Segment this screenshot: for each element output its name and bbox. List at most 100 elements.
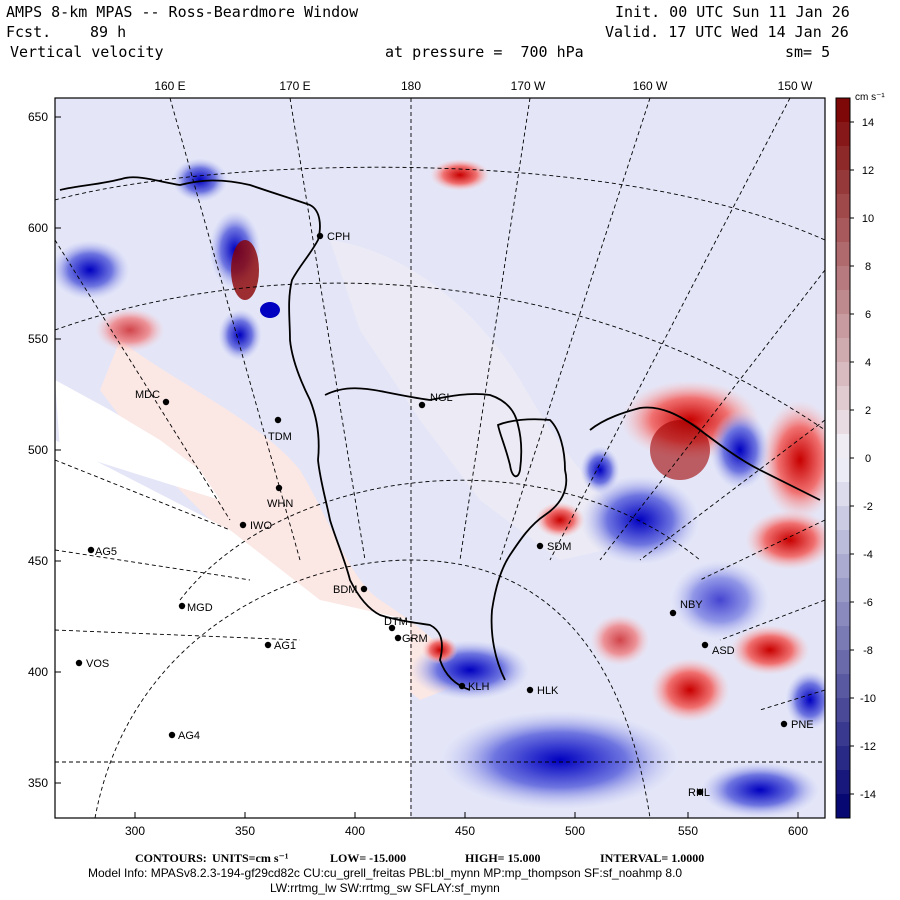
ice-shelf-front (324, 387, 568, 681)
colorbar-segment (836, 578, 850, 603)
station-label: MGD (187, 602, 213, 614)
colorbar-segment (836, 194, 850, 219)
x-axis: 300 350 400 450 500 550 600 (125, 812, 808, 838)
station-label: TDM (268, 431, 292, 443)
x-tick-label: 300 (125, 824, 145, 838)
color-bar: 14 12 10 8 6 4 2 0 -2 -4 -6 -8 -10 -12 -14 (835, 97, 876, 819)
station-labels: CPH NGL MDC TDM WHN IWO AG5 BDM MGD DTM … (86, 231, 814, 799)
lon-tick-label: 160 W (633, 79, 668, 93)
colorbar-label: -6 (863, 597, 873, 609)
colorbar-label: -4 (863, 549, 873, 561)
x-tick-label: 500 (565, 824, 585, 838)
station-label: AG1 (274, 640, 296, 652)
colorbar-segment (836, 722, 850, 747)
map-title: AMPS 8-km MPAS -- Ross-Beardmore Window (6, 3, 359, 21)
ross-ice-shelf-tint (100, 340, 470, 700)
colorbar-label: 8 (865, 261, 871, 273)
contours-interval: INTERVAL= 1.0000 (600, 851, 705, 865)
colorbar-segment (836, 338, 850, 363)
station-label: NBY (680, 599, 703, 611)
colorbar-label: 0 (865, 453, 871, 465)
station-label: IWO (250, 520, 272, 532)
no-data-strip (55, 380, 220, 500)
colorbar-segment (836, 698, 850, 723)
x-tick-label: 350 (235, 824, 255, 838)
contours-label: CONTOURS: (135, 851, 207, 865)
colorbar-segment (836, 554, 850, 579)
colorbar-label: 2 (865, 405, 871, 417)
station-label: DTM (384, 616, 408, 628)
colorbar-label: 12 (862, 165, 874, 177)
valid-time: Valid. 17 UTC Wed 14 Jan 26 (605, 23, 849, 41)
colorbar-segment (836, 314, 850, 339)
station-markers (75, 232, 788, 796)
contours-units: UNITS=cm s⁻¹ (212, 851, 289, 865)
colorbar-label: 14 (862, 117, 874, 129)
central-field-tint (330, 240, 650, 560)
station-label: AG4 (178, 730, 200, 742)
colorbar-segment (836, 626, 850, 651)
x-tick-label: 450 (455, 824, 475, 838)
colorbar-segment (836, 386, 850, 411)
colorbar-segment (836, 362, 850, 387)
colorbar-segment (836, 674, 850, 699)
map-plot-area: CPH NGL MDC TDM WHN IWO AG5 BDM MGD DTM … (55, 98, 825, 818)
coastline-west (59, 176, 471, 691)
station-label: NGL (430, 392, 453, 404)
top-axis: 160 E 170 E 180 170 W 160 W 150 W (154, 79, 813, 93)
contours-low: LOW= -15.000 (330, 851, 407, 865)
station-label: SDM (547, 541, 571, 553)
colorbar-segment (836, 98, 850, 123)
pressure-level: at pressure = 700 hPa (385, 43, 584, 61)
colorbar-segment (836, 530, 850, 555)
smoothing-value: sm= 5 (785, 43, 831, 61)
colorbar-segment (836, 146, 850, 171)
y-tick-label: 450 (28, 554, 48, 568)
station-label: ASD (712, 645, 735, 657)
colorbar-label: -2 (863, 501, 873, 513)
lon-tick-label: 150 W (778, 79, 813, 93)
init-time: Init. 00 UTC Sun 11 Jan 26 (615, 3, 850, 21)
x-tick-label: 400 (345, 824, 365, 838)
station-label: MDC (135, 389, 160, 401)
model-info-physics: LW:rrtmg_lw SW:rrtmg_sw SFLAY:sf_mynn (270, 881, 500, 895)
lon-tick-label: 170 E (279, 79, 310, 93)
colorbar-segment (836, 218, 850, 243)
x-tick-label: 550 (678, 824, 698, 838)
colorbar-segment (836, 794, 850, 819)
station-label: KLH (468, 681, 489, 693)
colorbar-segment (836, 122, 850, 147)
station-label: GRM (402, 633, 428, 645)
lon-tick-label: 160 E (154, 79, 185, 93)
colorbar-segment (836, 506, 850, 531)
y-tick-label: 500 (28, 443, 48, 457)
y-tick-label: 350 (28, 776, 48, 790)
lon-tick-label: 180 (401, 79, 421, 93)
station-label: CPH (327, 231, 350, 243)
no-data-region (55, 440, 410, 818)
y-tick-label: 600 (28, 221, 48, 235)
colorbar-units: cm s⁻¹ (855, 92, 885, 103)
model-info: Model Info: MPASv8.2.3-194-gf29cd82c CU:… (88, 866, 683, 880)
y-axis: 650 600 550 500 450 400 350 (28, 110, 61, 790)
colorbar-segment (836, 290, 850, 315)
colorbar-segment (836, 770, 850, 795)
colorbar-segment (836, 242, 850, 267)
contours-high: HIGH= 15.000 (465, 851, 541, 865)
station-label: PNE (791, 719, 814, 731)
lon-tick-label: 170 W (511, 79, 546, 93)
colorbar-segment (836, 434, 850, 459)
colorbar-segment (836, 410, 850, 435)
colorbar-segment (836, 602, 850, 627)
station-label: RHL (688, 787, 710, 799)
y-tick-label: 400 (28, 665, 48, 679)
colorbar-label: 10 (862, 213, 874, 225)
graticule (55, 98, 825, 818)
forecast-hour: 89 h (90, 23, 127, 41)
colorbar-label: 6 (865, 309, 871, 321)
colorbar-label: -10 (860, 693, 876, 705)
colorbar-segment (836, 650, 850, 675)
station-label: AG5 (95, 546, 117, 558)
forecast-label: Fcst. (6, 23, 52, 41)
colorbar-label: -12 (860, 741, 876, 753)
